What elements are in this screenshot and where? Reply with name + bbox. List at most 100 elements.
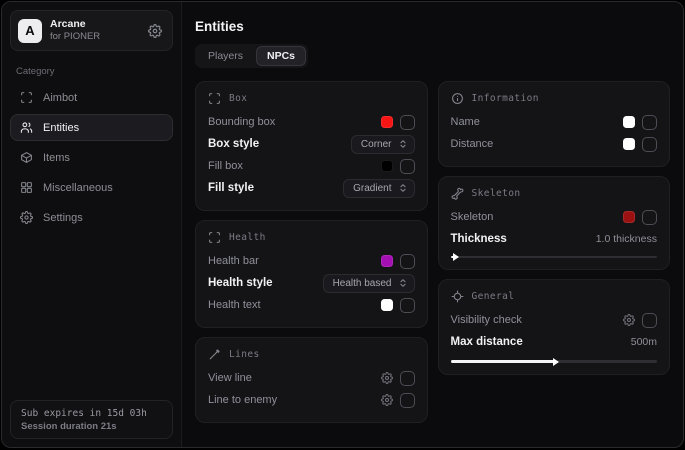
health-bar-checkbox[interactable] (399, 253, 415, 269)
row-label: Name (450, 116, 480, 128)
card-title: Health (229, 232, 266, 243)
row-distance: Distance (450, 133, 657, 155)
grid-icon (20, 181, 33, 194)
info-scan-icon (451, 92, 464, 105)
sidebar-item-label: Entities (43, 121, 80, 134)
brand-text: Arcane for PIONER (50, 18, 100, 43)
health-text-color-swatch[interactable] (380, 299, 393, 311)
row-label: Fill box (208, 160, 243, 172)
distance-color-swatch[interactable] (623, 138, 635, 150)
row-name: Name (450, 111, 657, 133)
sidebar-item-items[interactable]: Items (10, 144, 173, 171)
row-label: Line to enemy (208, 394, 278, 406)
name-checkbox[interactable] (642, 114, 657, 130)
card-title: Lines (229, 349, 260, 360)
pencil-line-icon (208, 348, 221, 361)
gear-icon (20, 211, 33, 224)
row-health-style: Health style Health based (208, 272, 415, 294)
row-max-distance: Max distance 500m (451, 331, 658, 353)
bounding-box-checkbox[interactable] (399, 114, 415, 130)
health-style-dropdown[interactable]: Health based (322, 273, 415, 293)
card-lines-header: Lines (208, 348, 415, 361)
bone-icon (451, 187, 464, 200)
card-title: General (471, 291, 515, 302)
row-health-bar: Health bar (208, 250, 415, 272)
slider-thumb[interactable] (552, 357, 559, 366)
skeleton-checkbox[interactable] (642, 209, 657, 225)
card-general: General Visibility check Max distance (437, 279, 670, 375)
settings-columns: Box Bounding box Box style Corner (195, 81, 670, 423)
card-health: Health Health bar Health style Health ba… (195, 220, 428, 328)
scan-brackets-icon (208, 92, 221, 105)
card-skeleton: Skeleton Skeleton Thickness 1.0 thicknes… (437, 176, 670, 270)
row-label: Fill style (208, 182, 255, 194)
subscription-info: Sub expires in 15d 03h Session duration … (10, 400, 173, 439)
row-visibility-check: Visibility check (451, 309, 657, 331)
session-duration-text: Session duration 21s (21, 421, 117, 432)
tab-npcs[interactable]: NPCs (256, 46, 307, 66)
name-color-swatch[interactable] (623, 116, 635, 128)
sidebar-item-label: Settings (43, 211, 83, 224)
card-title: Information (471, 93, 539, 104)
scan-crosshair-icon (20, 91, 33, 104)
right-column: Information Name Distance (437, 81, 670, 375)
bounding-box-color-swatch[interactable] (380, 116, 393, 128)
row-view-line: View line (208, 367, 415, 389)
gear-icon[interactable] (380, 394, 393, 406)
chevrons-up-down-icon (398, 183, 408, 193)
card-lines: Lines View line Line to enemy (195, 337, 428, 423)
sidebar-item-entities[interactable]: Entities (10, 114, 173, 141)
card-information-header: Information (451, 92, 658, 105)
health-bar-color-swatch[interactable] (380, 255, 393, 267)
sidebar: A Arcane for PIONER Category Aimbot (2, 2, 182, 447)
sidebar-item-miscellaneous[interactable]: Miscellaneous (10, 174, 173, 201)
dropdown-value: Corner (360, 138, 392, 150)
scan-brackets-icon (208, 231, 221, 244)
max-distance-value: 500m (630, 336, 657, 348)
box-style-dropdown[interactable]: Corner (350, 134, 415, 154)
sidebar-item-aimbot[interactable]: Aimbot (10, 84, 173, 111)
card-information: Information Name Distance (437, 81, 670, 167)
brand-subtitle: for PIONER (50, 31, 101, 43)
row-line-to-enemy: Line to enemy (208, 389, 415, 411)
thickness-slider[interactable] (450, 253, 657, 261)
fill-box-checkbox[interactable] (399, 158, 415, 174)
row-label: Distance (450, 138, 494, 150)
row-label: Health text (208, 299, 261, 311)
card-title: Box (229, 93, 248, 104)
card-box: Box Bounding box Box style Corner (195, 81, 428, 211)
view-line-checkbox[interactable] (399, 370, 415, 386)
package-icon (20, 151, 33, 164)
sidebar-item-label: Items (43, 151, 70, 164)
card-skeleton-header: Skeleton (451, 187, 658, 200)
distance-checkbox[interactable] (642, 136, 657, 152)
skeleton-color-swatch[interactable] (623, 211, 635, 223)
health-text-checkbox[interactable] (399, 297, 415, 313)
card-title: Skeleton (471, 188, 521, 199)
sidebar-item-settings[interactable]: Settings (10, 204, 173, 231)
row-label: Health style (208, 277, 273, 289)
slider-thumb[interactable] (452, 253, 459, 261)
entity-type-tabs: Players NPCs (195, 44, 309, 68)
gear-icon[interactable] (148, 23, 162, 38)
tab-players[interactable]: Players (197, 46, 254, 66)
left-column: Box Bounding box Box style Corner (195, 81, 428, 423)
row-skeleton: Skeleton (451, 206, 657, 228)
sidebar-item-label: Miscellaneous (43, 181, 113, 194)
sub-expiry-text: Sub expires in 15d 03h (21, 408, 147, 419)
max-distance-slider[interactable] (450, 357, 657, 366)
row-label: Health bar (208, 255, 259, 267)
row-health-text: Health text (208, 294, 415, 316)
row-box-style: Box style Corner (208, 133, 415, 155)
brand-name: Arcane (50, 18, 86, 30)
row-label: Thickness (450, 233, 507, 245)
gear-icon[interactable] (623, 314, 635, 326)
row-label: Max distance (450, 336, 523, 348)
fill-box-color-swatch[interactable] (380, 160, 393, 172)
page-title: Entities (195, 19, 244, 34)
gear-icon[interactable] (380, 372, 393, 384)
visibility-check-checkbox[interactable] (642, 312, 657, 328)
row-fill-box: Fill box (208, 155, 415, 177)
fill-style-dropdown[interactable]: Gradient (343, 178, 415, 198)
line-to-enemy-checkbox[interactable] (399, 392, 415, 408)
